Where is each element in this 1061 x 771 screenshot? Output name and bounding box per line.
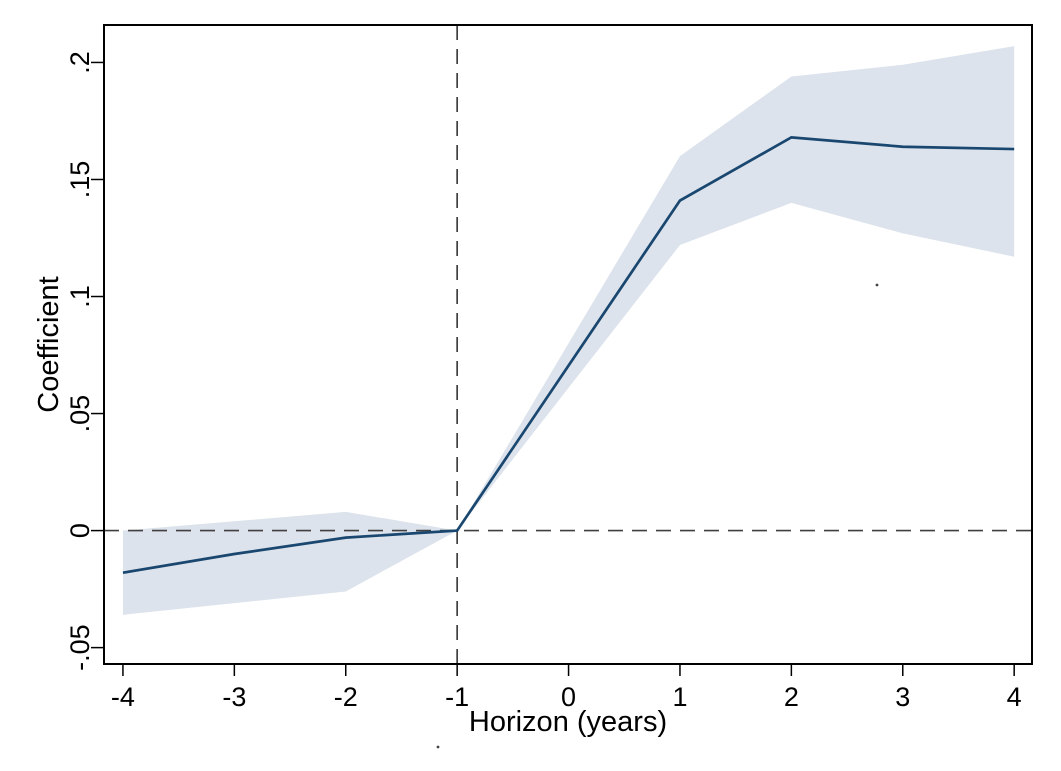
stray-marks — [436, 283, 879, 749]
x-tick-label: -3 — [222, 682, 246, 712]
x-tick-label: 1 — [672, 682, 687, 712]
y-tick-label: 0 — [65, 523, 95, 538]
y-tick-label: -.05 — [65, 624, 95, 671]
y-tick-label: .2 — [65, 51, 95, 74]
y-axis-ticks: -.05 0 .05 .1 .15 .2 — [65, 51, 104, 671]
x-tick-label: 0 — [561, 682, 576, 712]
y-axis-title: Coefficient — [33, 276, 65, 413]
x-axis-ticks: -4 -3 -2 -1 0 1 2 3 4 — [111, 664, 1022, 712]
x-tick-label: 2 — [784, 682, 799, 712]
y-tick-label: .05 — [65, 395, 95, 433]
x-tick-label: -1 — [445, 682, 469, 712]
x-tick-label: 4 — [1007, 682, 1022, 712]
x-tick-label: -4 — [111, 682, 135, 712]
stray-dot — [436, 745, 440, 749]
x-tick-label: 3 — [895, 682, 910, 712]
y-tick-label: .1 — [65, 285, 95, 308]
stray-dot — [875, 283, 879, 287]
x-axis-title: Horizon (years) — [469, 706, 667, 738]
y-tick-label: .15 — [65, 161, 95, 199]
coefficient-line — [122, 135, 1015, 575]
x-tick-label: -2 — [334, 682, 358, 712]
confidence-band — [122, 46, 1015, 615]
